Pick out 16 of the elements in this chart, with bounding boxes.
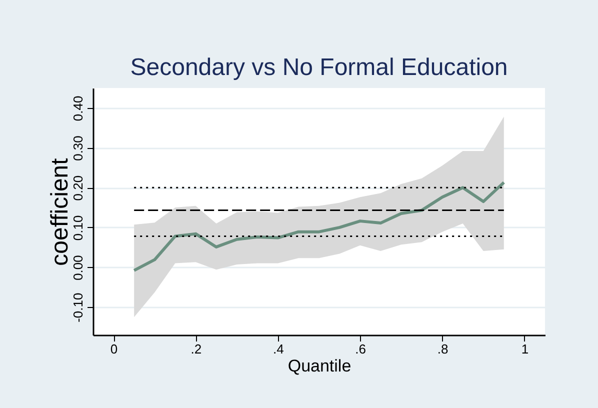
- x-tick-label: 0: [110, 342, 118, 356]
- y-tick-label: 0.20: [70, 175, 86, 201]
- chart-title: Secondary vs No Formal Education: [130, 54, 508, 81]
- x-tick-label: .8: [437, 342, 448, 356]
- y-tick-label: -0.10: [70, 292, 86, 322]
- x-tick-label: .6: [355, 342, 366, 356]
- x-tick-label: .2: [190, 342, 202, 356]
- x-tick-label: .4: [272, 342, 284, 356]
- x-axis-title: Quantile: [288, 356, 352, 376]
- line-series: [132, 180, 506, 272]
- y-tick-label: 0.00: [70, 255, 86, 280]
- y-axis-title: coefficient: [46, 158, 74, 266]
- x-tick-label: 1: [521, 342, 529, 356]
- y-tick-label: 0.30: [70, 136, 86, 161]
- y-tick-label: 0.40: [70, 96, 86, 122]
- y-tick-label: 0.10: [70, 215, 86, 241]
